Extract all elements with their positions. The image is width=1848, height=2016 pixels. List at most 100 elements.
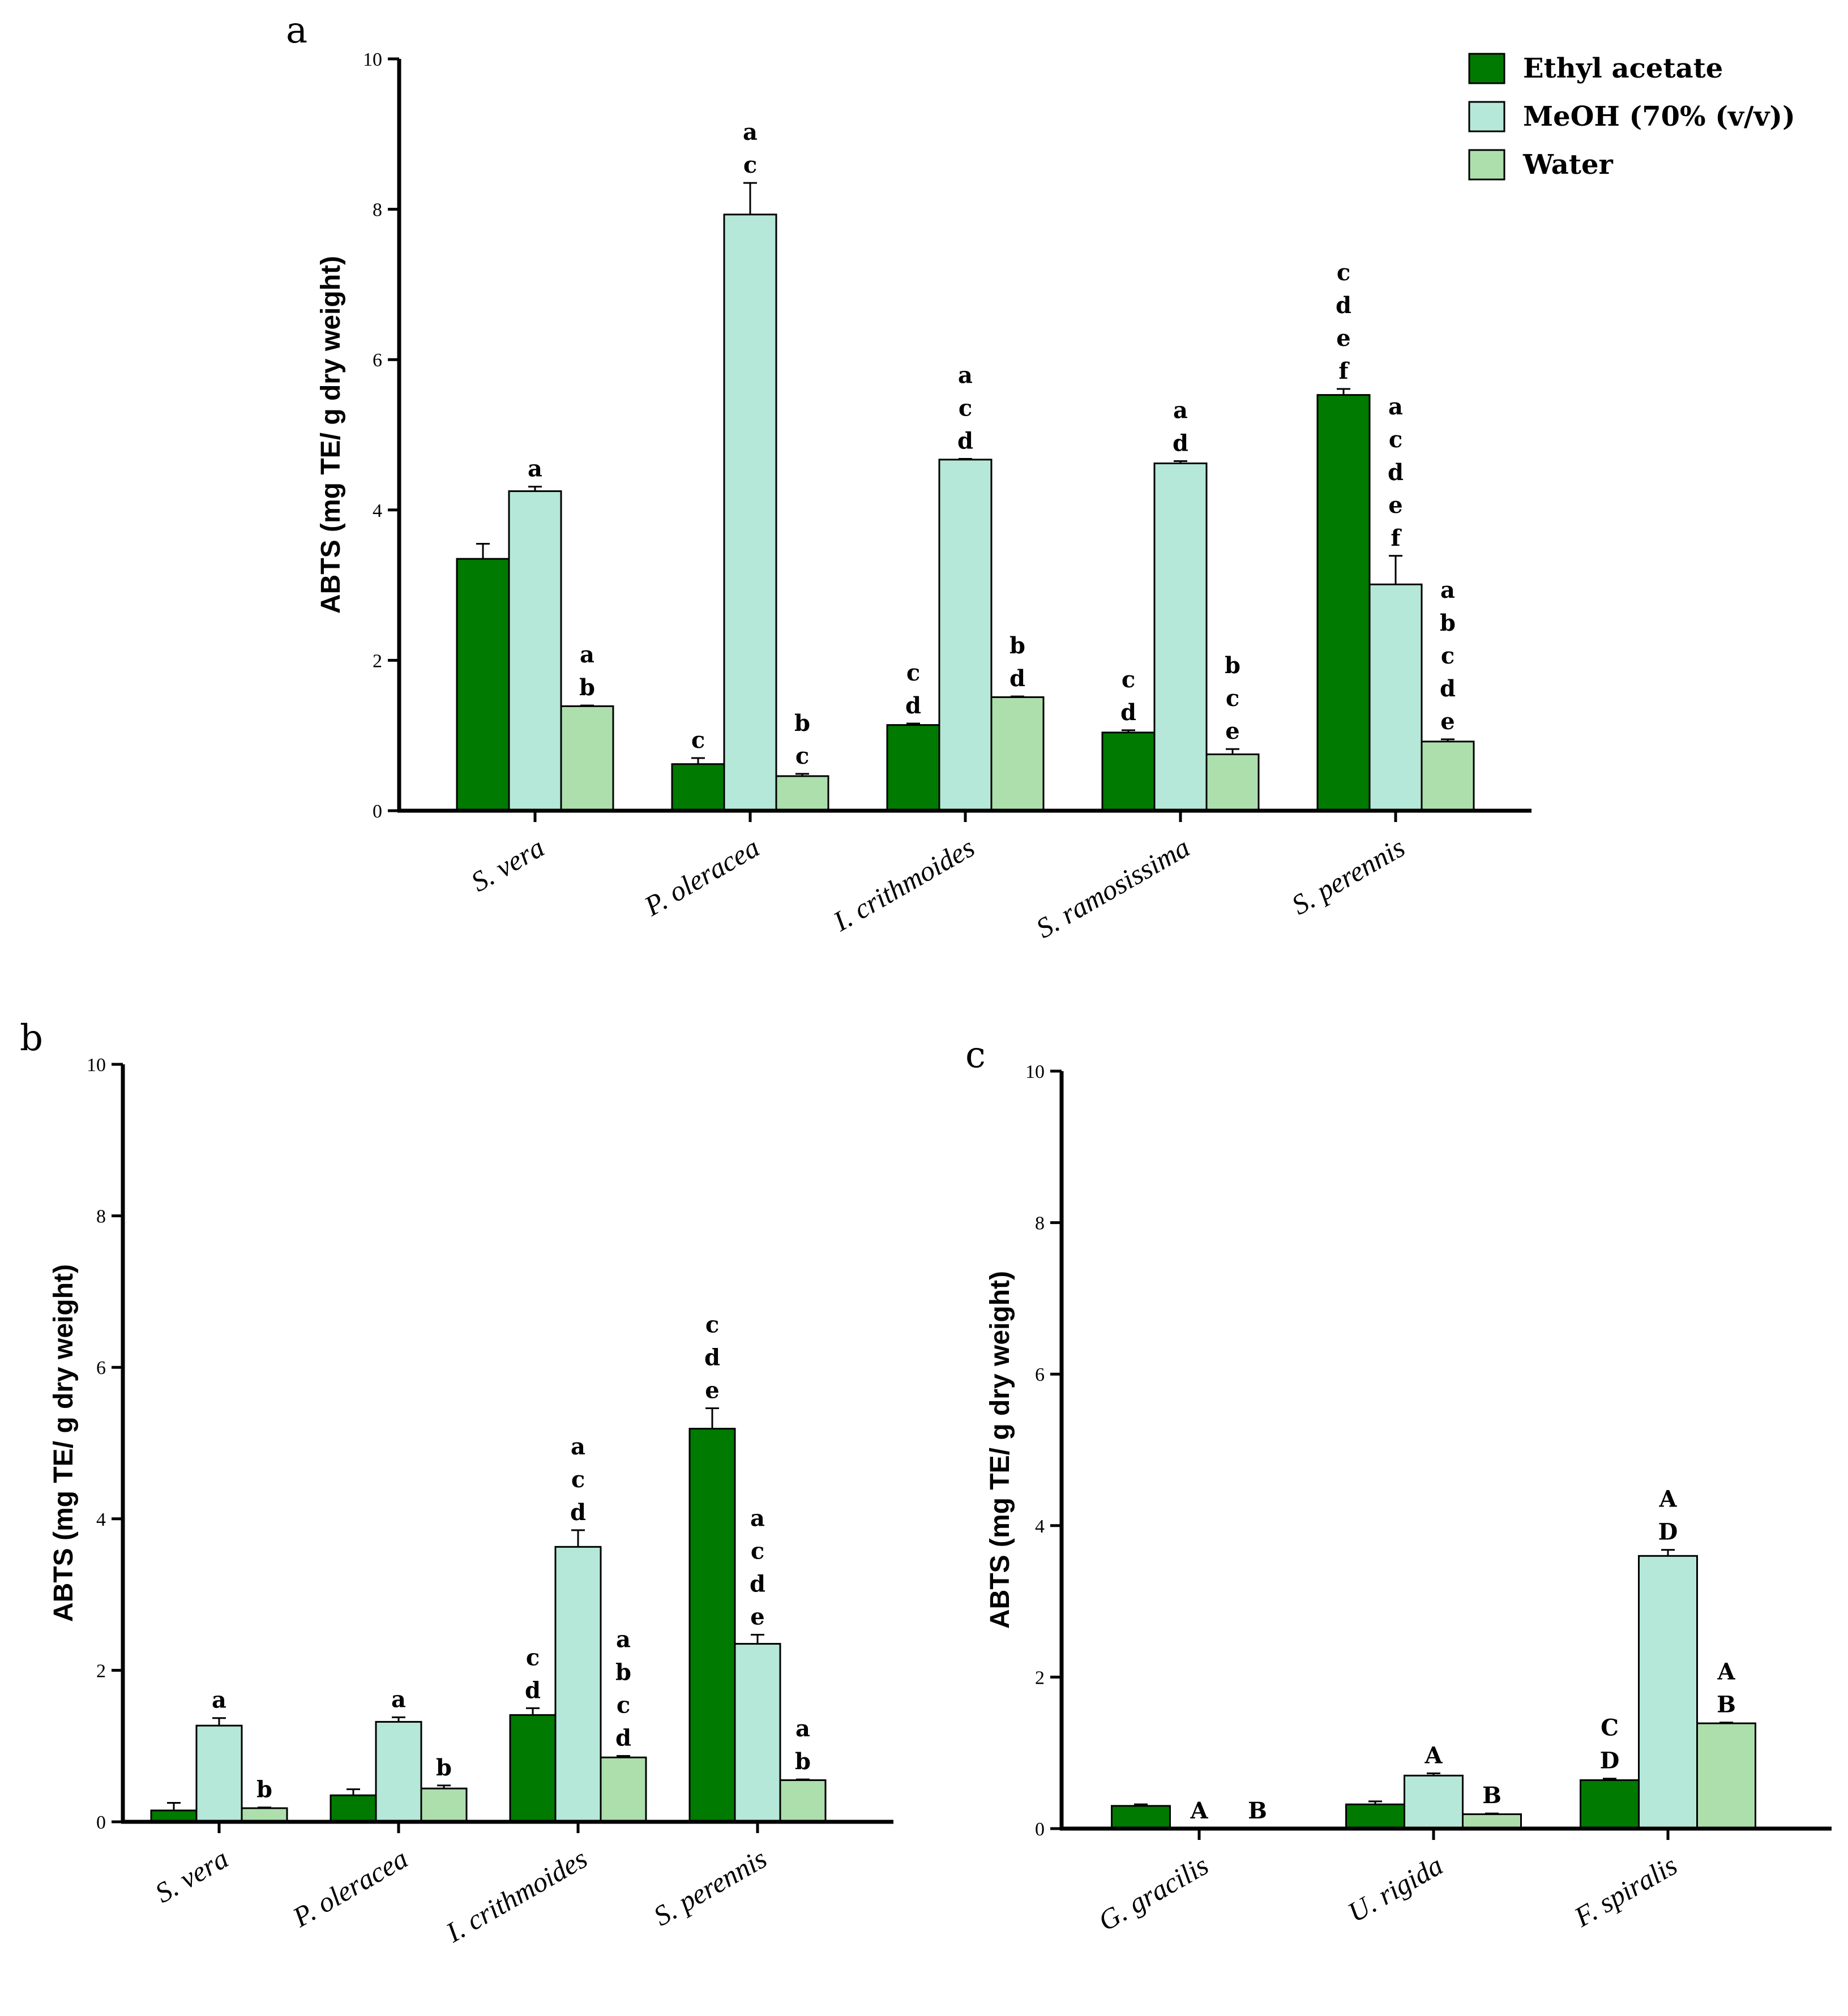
significance-letter: e [1388,492,1402,519]
legend-swatch [1468,149,1505,181]
significance-letter: b [794,710,810,737]
y-tick-label: 0 [1035,1819,1045,1840]
category-label: P. oleracea [287,1842,413,1933]
bar [420,1787,468,1823]
significance-letter: e [705,1377,719,1403]
bar [1462,1813,1522,1830]
significance-letter: c [1226,685,1239,712]
significance-letter: a [743,119,758,145]
bar [734,1643,781,1823]
significance-letter: c [617,1692,630,1719]
significance-letter: c [959,395,972,421]
significance-letter: c [1122,666,1135,693]
y-tick-label: 0 [96,1812,106,1833]
y-tick-label: 2 [1035,1667,1045,1688]
bar [1316,394,1371,812]
significance-letter: c [743,152,757,178]
significance-letter: c [751,1538,764,1565]
bar [1111,1805,1171,1830]
bar [241,1807,288,1823]
significance-letter: e [1336,325,1350,352]
significance-letter: c [1337,259,1350,286]
significance-letter: c [571,1466,585,1493]
legend-label: Water [1522,149,1614,181]
bar [886,724,940,812]
panel-letter: b [20,1017,43,1059]
significance-letter: d [957,427,973,454]
significance-letter: d [1440,675,1456,702]
significance-letter: A [1717,1659,1735,1685]
significance-letter: d [525,1677,541,1703]
significance-letter: d [750,1571,765,1598]
y-axis-label: ABTS (mg TE/ g dry weight) [316,256,346,614]
significance-letter: b [436,1754,452,1781]
panel-letter: c [965,1034,986,1076]
bar [330,1794,377,1823]
y-tick-label: 10 [1025,1061,1045,1082]
significance-letter: d [1120,699,1136,726]
category-label: G. gracilis [1093,1849,1213,1937]
significance-letter: B [1717,1692,1736,1718]
y-axis-label: ABTS (mg TE/ g dry weight) [49,1264,79,1622]
y-tick-label: 8 [96,1206,106,1227]
bar [775,775,829,812]
significance-letter: b [795,1748,811,1775]
significance-letter: a [528,456,542,482]
legend-swatch [1468,53,1505,84]
significance-letter: c [1389,426,1402,453]
significance-letter: d [1009,665,1025,692]
bar [1101,731,1156,812]
bar [456,558,510,812]
significance-letter: B [1248,1797,1267,1824]
significance-letter: B [1482,1782,1502,1809]
significance-letter: e [750,1604,764,1630]
significance-letter: a [580,641,594,668]
category-label: S. perennis [648,1842,772,1932]
category-label: I. crithmoides [440,1842,592,1949]
bar [938,459,993,812]
bar [1205,753,1260,812]
significance-letter: c [906,660,920,686]
y-tick-label: 8 [373,200,382,221]
significance-letter: a [1173,397,1188,423]
category-label: F. spiralis [1568,1849,1682,1933]
y-tick-label: 10 [87,1055,106,1076]
significance-letter: d [615,1725,631,1752]
significance-letter: a [958,362,973,388]
y-tick-label: 4 [96,1509,106,1530]
significance-letter: A [1190,1797,1208,1824]
significance-letter: A [1658,1486,1677,1513]
significance-letter: b [1009,632,1025,659]
bar [600,1756,647,1823]
category-label: U. rigida [1342,1849,1448,1928]
legend-swatch [1468,101,1505,132]
significance-letter: A [1424,1742,1443,1769]
bar [1421,741,1475,812]
significance-letter: d [905,692,921,719]
category-label: S. vera [465,831,549,898]
bar [1696,1722,1756,1830]
y-tick-label: 0 [373,801,382,822]
y-tick-label: 2 [96,1660,106,1681]
significance-letter: b [256,1777,272,1803]
significance-letter: c [795,743,809,769]
significance-letter: D [1600,1748,1620,1774]
significance-letter: a [795,1715,810,1742]
category-label: S. ramosissima [1030,831,1195,944]
significance-letter: d [1173,430,1188,456]
bar [1638,1555,1698,1830]
bar [1345,1803,1405,1830]
significance-letter: e [1225,718,1239,744]
significance-letter: d [704,1344,720,1371]
panel-letter: a [286,10,307,52]
y-tick-label: 4 [1035,1516,1045,1537]
significance-letter: d [1336,292,1351,319]
category-label: P. oleracea [639,831,765,922]
significance-letter: a [571,1433,585,1460]
significance-letter: a [616,1627,631,1653]
bar [671,763,725,812]
bar [779,1779,827,1823]
category-label: S. perennis [1286,831,1410,921]
